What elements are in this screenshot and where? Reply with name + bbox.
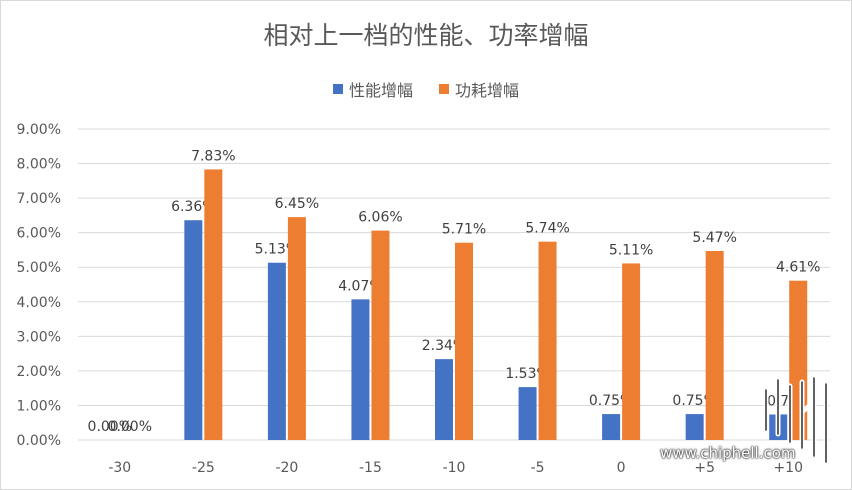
legend-swatch-performance [332,84,343,94]
chart-title: 相对上一档的性能、功率增幅 [263,21,589,50]
y-tick-label: 0.00% [17,433,61,449]
bar [538,241,557,440]
legend-swatch-power [439,84,449,94]
x-tick-label: 0 [617,460,626,476]
bar [184,220,203,440]
y-tick-label: 5.00% [17,260,61,276]
x-tick-label: -5 [531,460,545,476]
bar [455,242,473,440]
data-label: 6.06% [358,210,402,226]
y-tick-label: 6.00% [17,226,61,242]
bar [685,414,704,440]
bar [204,169,223,440]
y-tick-label: 4.00% [17,295,61,311]
x-tick-label: -30 [108,460,131,476]
data-label: 0.00% [108,419,152,435]
data-label: 5.11% [609,242,653,258]
bar [351,299,370,440]
bar [518,387,537,440]
bar [267,262,286,440]
legend-label-performance: 性能增幅 [348,81,413,100]
y-tick-label: 1.00% [17,398,61,414]
y-tick-label: 2.00% [17,364,61,380]
bar [435,359,453,440]
x-tick-label: -10 [443,460,466,476]
chiphell-logo [763,375,829,465]
x-tick-label: -25 [192,460,215,476]
y-tick-label: 3.00% [17,329,61,345]
bar [371,230,390,440]
bar [602,414,621,440]
data-label: 0.00% [88,419,132,435]
x-tick-label: +10 [773,460,803,476]
x-tick-label: -15 [359,460,382,476]
data-label: 5.47% [692,230,736,246]
data-label: 5.71% [442,222,486,238]
data-label: 4.61% [776,260,820,276]
watermark-text: www.chiphell.com [660,444,796,462]
y-tick-label: 8.00% [17,157,61,173]
x-tick-label: +5 [694,460,715,476]
data-label: 5.74% [525,221,569,237]
bar [705,250,724,440]
bar [287,217,306,440]
y-tick-label: 7.00% [17,191,61,207]
legend-label-power: 功耗增幅 [455,81,520,100]
legend: 性能增幅 功耗增幅 [0,77,852,101]
data-label: 6.45% [275,196,319,212]
bar [622,263,641,440]
legend-item-performance: 性能增幅 [332,77,413,101]
x-tick-label: -20 [275,460,298,476]
legend-item-power: 功耗增幅 [439,77,519,101]
data-label: 7.83% [191,148,235,164]
y-tick-label: 9.00% [17,122,61,138]
